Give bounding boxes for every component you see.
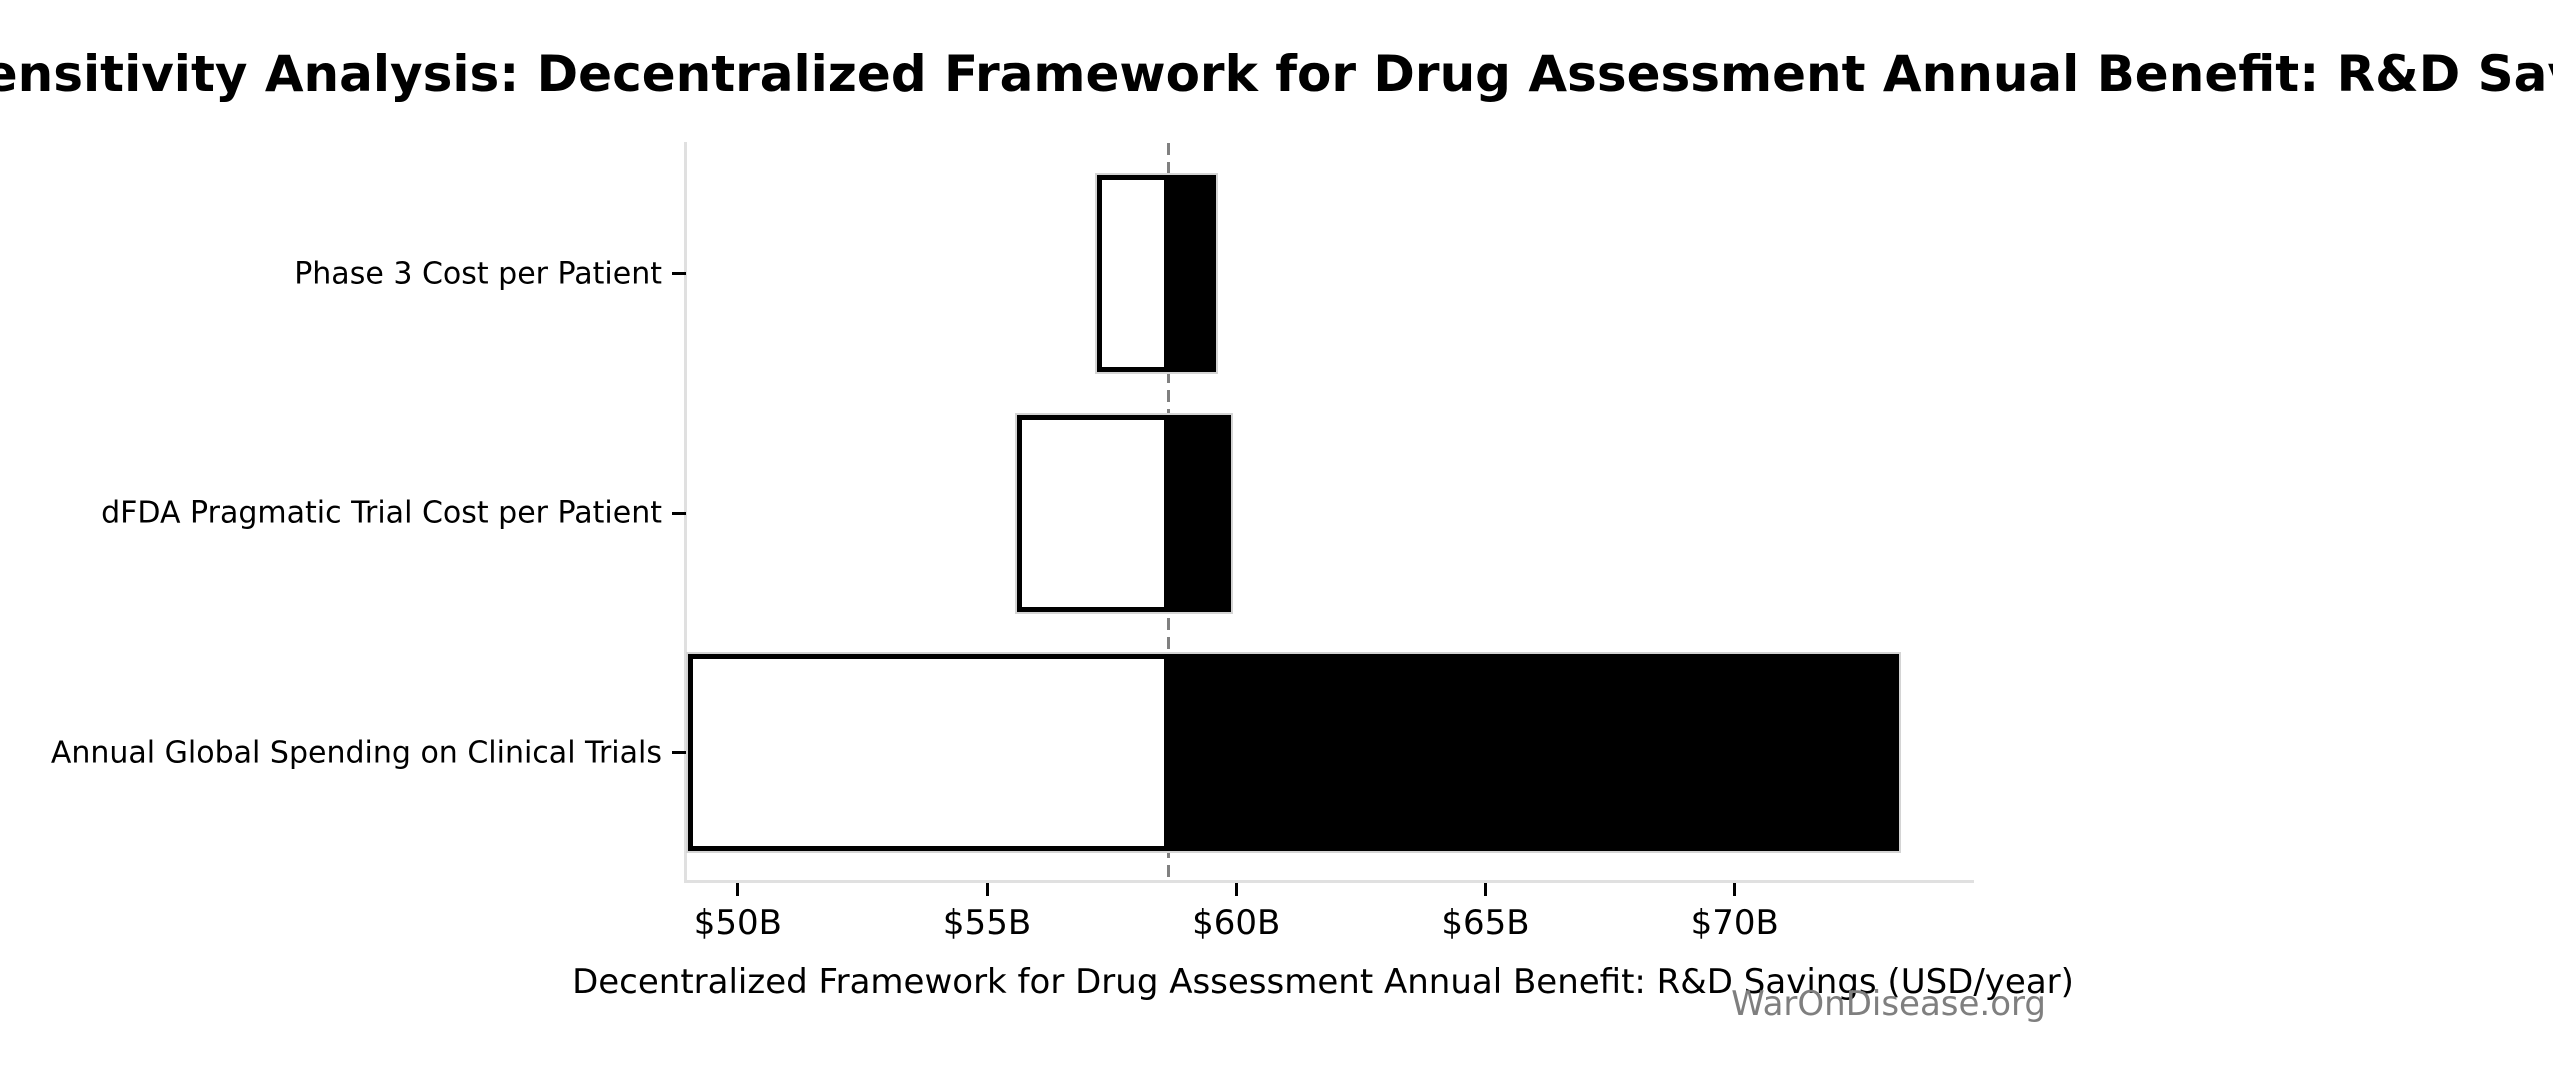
x-axis-spine — [684, 880, 1974, 883]
y-axis-tick — [672, 751, 686, 755]
x-axis-tick — [985, 883, 989, 896]
watermark: WarOnDisease.org — [1731, 984, 2046, 1024]
x-axis-tick-label: $70B — [1690, 903, 1779, 943]
x-axis-tick-label: $60B — [1192, 903, 1281, 943]
bar-low-segment — [688, 654, 1169, 852]
x-axis-tick-label: $55B — [942, 903, 1032, 943]
tornado-bar-row — [685, 652, 1902, 854]
y-axis-tick — [672, 511, 686, 515]
x-axis-tick — [1234, 883, 1238, 896]
x-axis-tick-label: $65B — [1441, 903, 1530, 943]
tornado-bar-row — [1014, 412, 1234, 614]
bar-low-segment — [1016, 414, 1169, 612]
bar-high-segment — [1168, 414, 1232, 612]
x-axis-tick-label: $50B — [693, 903, 782, 943]
x-axis-tick — [736, 883, 740, 896]
y-axis-tick — [672, 272, 686, 276]
y-axis-label: Phase 3 Cost per Patient — [294, 256, 662, 292]
bar-high-segment — [1168, 175, 1217, 373]
y-axis-label: dFDA Pragmatic Trial Cost per Patient — [101, 495, 662, 531]
tornado-bar-row — [1094, 173, 1219, 375]
y-axis-label: Annual Global Spending on Clinical Trial… — [50, 735, 662, 771]
bar-high-segment — [1168, 654, 1900, 852]
x-axis-tick — [1733, 883, 1737, 896]
x-axis-title: Decentralized Framework for Drug Assessm… — [572, 962, 2074, 1002]
bar-low-segment — [1096, 175, 1169, 373]
chart-title: Sensitivity Analysis: Decentralized Fram… — [0, 45, 2553, 103]
x-axis-tick — [1483, 883, 1487, 896]
